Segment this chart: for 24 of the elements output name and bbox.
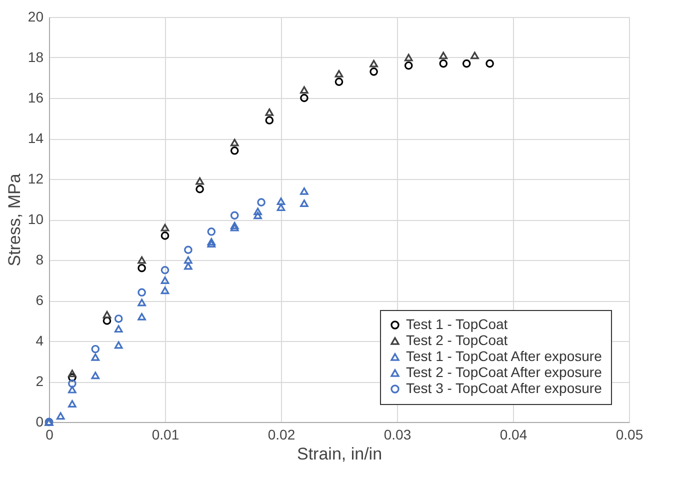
- x-tick-label: 0.03: [384, 426, 412, 442]
- y-tick-label: 2: [36, 373, 44, 389]
- y-tick-label: 14: [28, 130, 44, 146]
- x-axis-title: Strain, in/in: [296, 444, 382, 464]
- y-tick-label: 6: [36, 292, 44, 308]
- legend-label: Test 2 - TopCoat After exposure: [406, 364, 602, 380]
- x-tick-label: 0: [46, 426, 54, 442]
- legend-label: Test 1 - TopCoat After exposure: [406, 348, 602, 364]
- y-tick-label: 16: [28, 90, 44, 106]
- y-tick-label: 8: [36, 252, 44, 268]
- y-tick-label: 0: [36, 414, 44, 430]
- y-axis-title: Stress, MPa: [4, 173, 24, 266]
- legend-label: Test 3 - TopCoat After exposure: [406, 380, 602, 396]
- legend-label: Test 1 - TopCoat: [406, 316, 508, 332]
- legend-label: Test 2 - TopCoat: [406, 332, 508, 348]
- x-tick-label: 0.02: [268, 426, 296, 442]
- x-tick-label: 0.01: [152, 426, 180, 442]
- y-tick-label: 20: [28, 8, 44, 24]
- x-tick-label: 0.04: [500, 426, 528, 442]
- x-tick-label: 0.05: [616, 426, 644, 442]
- y-tick-label: 18: [28, 49, 44, 65]
- y-tick-label: 4: [36, 332, 44, 348]
- y-tick-label: 12: [28, 170, 44, 186]
- y-tick-label: 10: [28, 211, 44, 227]
